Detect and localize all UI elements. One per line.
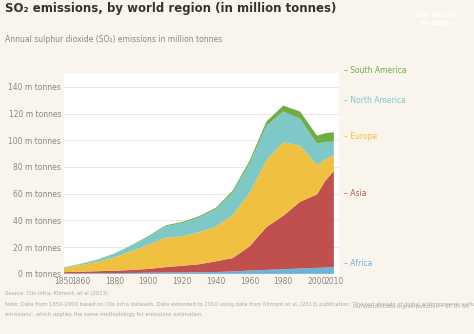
Text: SO₂ emissions, by world region (in million tonnes): SO₂ emissions, by world region (in milli…	[5, 2, 336, 15]
Text: – Europe: – Europe	[344, 133, 377, 141]
Text: Source: Clio Infra; Klimont, et al (2013): Source: Clio Infra; Klimont, et al (2013…	[5, 291, 108, 296]
Text: OurWorldInData.org/air-pollution • CC BY-SA: OurWorldInData.org/air-pollution • CC BY…	[353, 304, 469, 309]
Text: – Africa: – Africa	[344, 260, 373, 268]
Text: – South America: – South America	[344, 66, 407, 74]
Text: Annual sulphur dioxide (SO₂) emissions in million tonnes: Annual sulphur dioxide (SO₂) emissions i…	[5, 35, 222, 44]
Text: Our World
in Data: Our World in Data	[415, 12, 455, 26]
Text: – Asia: – Asia	[344, 189, 366, 198]
Text: Note: Data from 1850-2000 based on Clio Infra datasets. Data extended to 2010 us: Note: Data from 1850-2000 based on Clio …	[5, 302, 474, 307]
Text: – North America: – North America	[344, 96, 406, 105]
Text: emissions', which applies the same methodology for emissions estimation.: emissions', which applies the same metho…	[5, 312, 203, 317]
